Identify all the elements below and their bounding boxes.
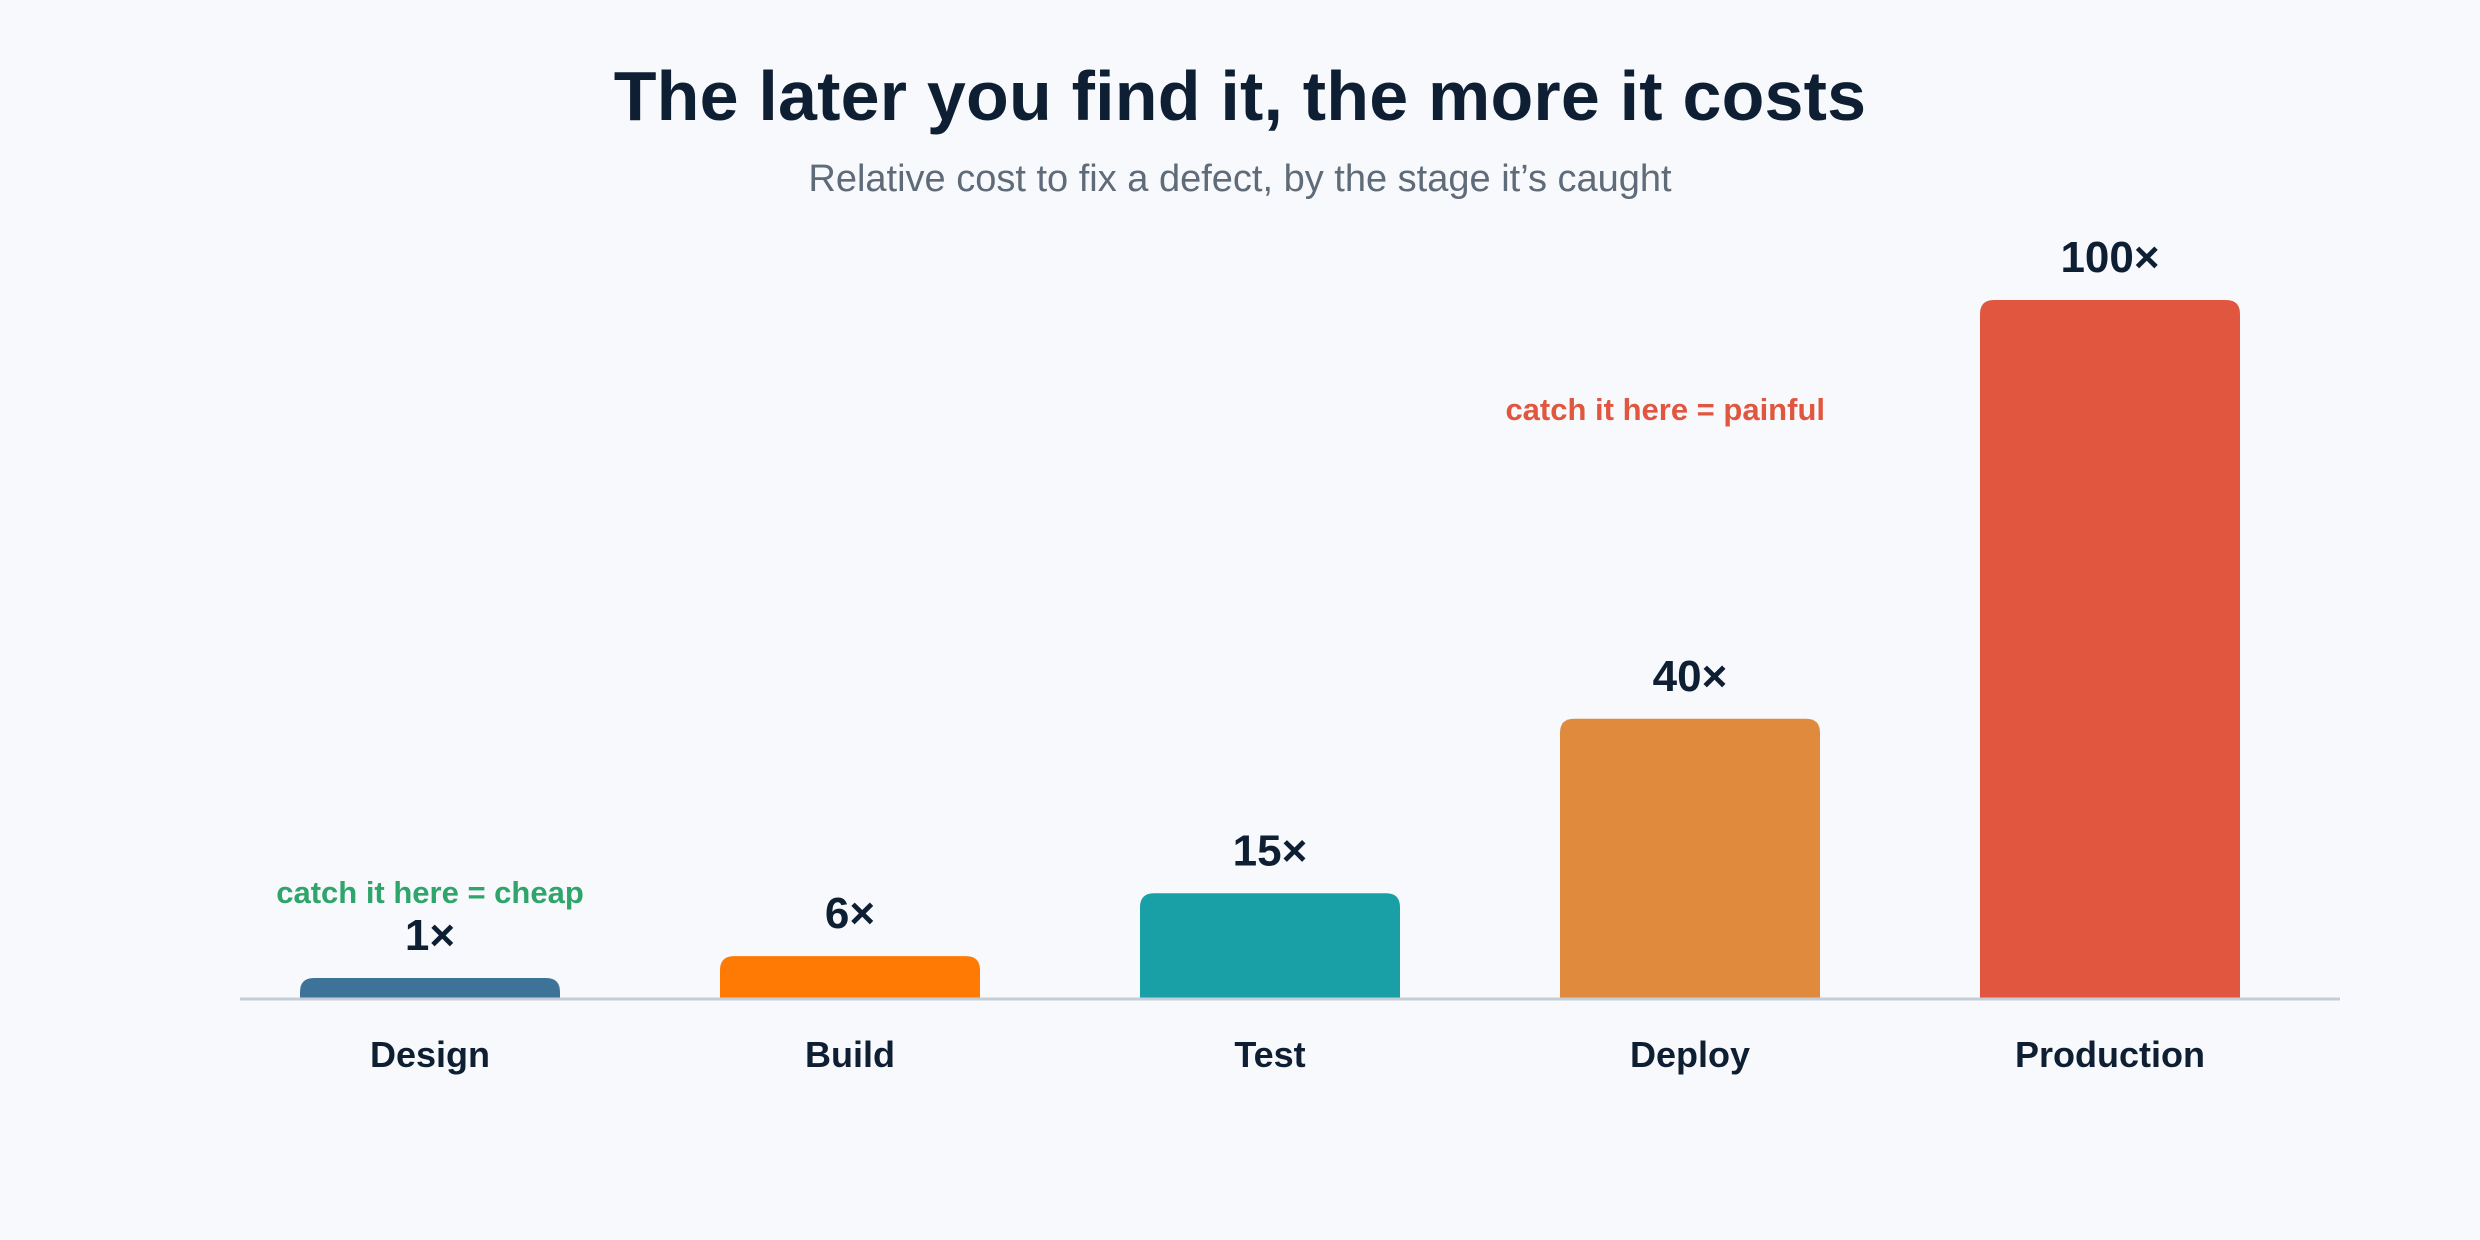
chart-subtitle: Relative cost to fix a defect, by the st… bbox=[808, 158, 1672, 200]
annotation-design: catch it here = cheap bbox=[276, 875, 584, 910]
bar-production bbox=[1980, 300, 2240, 1000]
annotation-production: catch it here = painful bbox=[1505, 392, 1825, 427]
bar-design bbox=[300, 978, 560, 1000]
value-label-design: 1× bbox=[405, 911, 455, 960]
category-label-production: Production bbox=[2015, 1034, 2205, 1075]
value-label-build: 6× bbox=[825, 889, 875, 938]
category-label-deploy: Deploy bbox=[1630, 1034, 1750, 1075]
category-label-design: Design bbox=[370, 1034, 490, 1075]
bar-test bbox=[1140, 893, 1400, 1000]
labels-layer: 1× Design 6× Build 15× Test 40× Deploy 100× Produ… bbox=[276, 233, 2205, 1075]
bars-layer bbox=[300, 300, 2240, 1000]
bar-deploy bbox=[1560, 718, 1820, 1000]
category-label-build: Build bbox=[805, 1034, 895, 1075]
chart-title: The later you find it, the more it costs bbox=[613, 57, 1867, 135]
bar-build bbox=[720, 956, 980, 1000]
value-label-deploy: 40× bbox=[1653, 652, 1728, 701]
category-label-test: Test bbox=[1234, 1034, 1305, 1075]
value-label-test: 15× bbox=[1233, 826, 1308, 875]
value-label-production: 100× bbox=[2060, 233, 2159, 282]
